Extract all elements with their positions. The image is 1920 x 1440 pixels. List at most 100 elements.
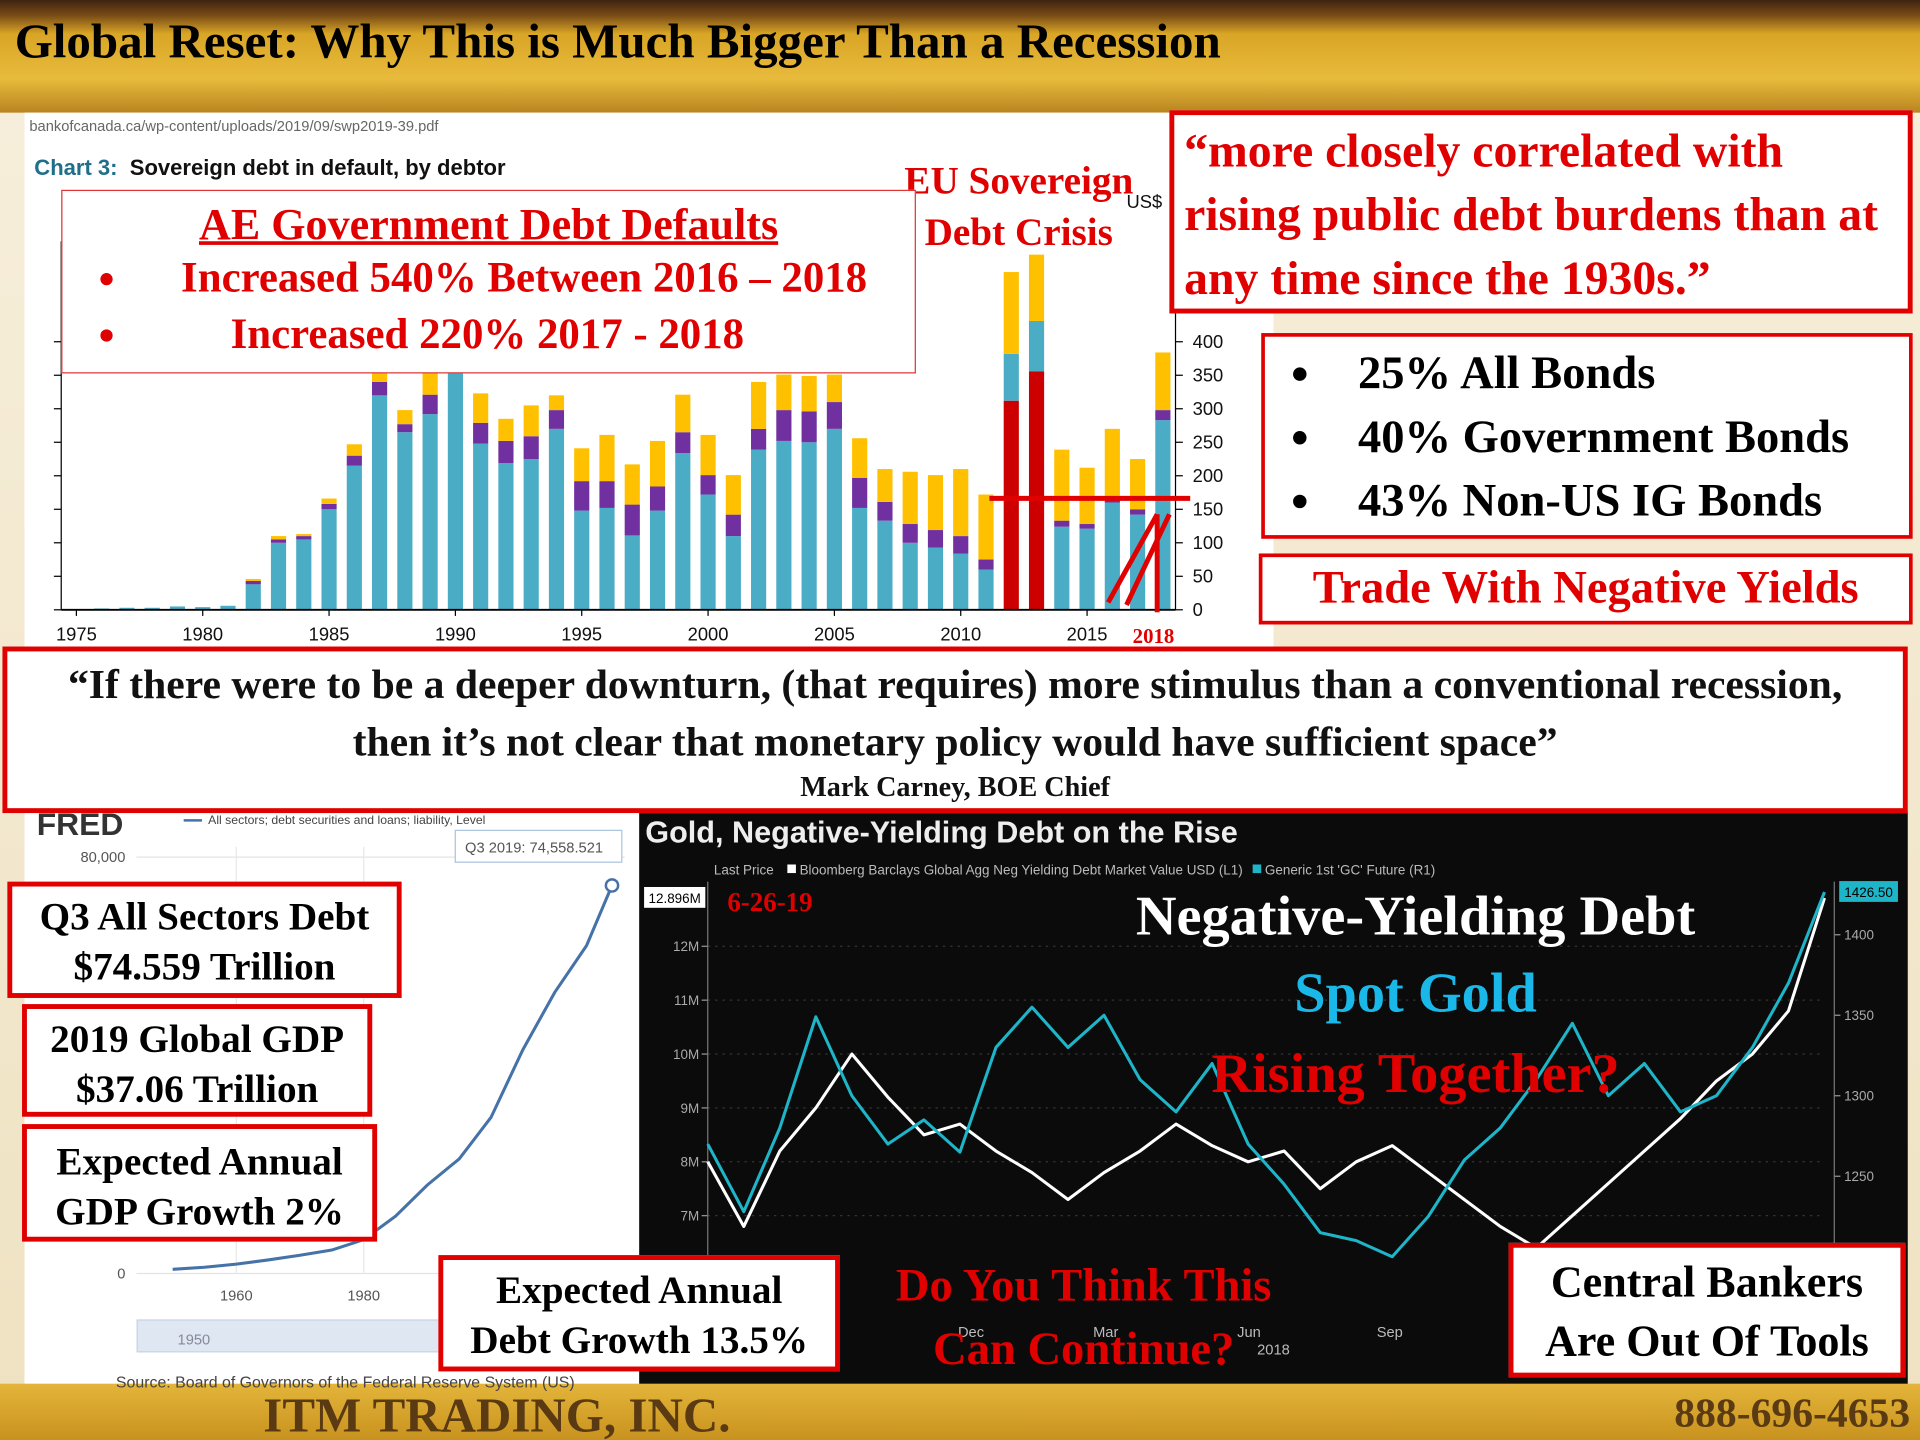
y-tick-label: 10M (673, 1047, 699, 1062)
bar-segment (195, 607, 211, 610)
left-box-line: $74.559 Trillion (73, 944, 336, 989)
ae-bullet: Increased 540% Between 2016 – 2018 (133, 250, 914, 306)
carney-quote: “If there were to be a deeper downturn, … (2, 646, 1908, 814)
y-tick-label: 400 (1193, 331, 1224, 352)
ae-bullet: Increased 220% 2017 - 2018 (133, 306, 914, 362)
x-tick-label: 2015 (1067, 623, 1108, 644)
footer-company: ITM TRADING, INC. (263, 1387, 731, 1440)
bar-segment (624, 504, 640, 536)
chart-title: Gold, Negative-Yielding Debt on the Rise (645, 815, 1237, 849)
bar-segment (978, 569, 994, 610)
bar-segment (346, 455, 362, 466)
debt-growth-line: Debt Growth 13.5% (470, 1317, 809, 1362)
bar-segment (321, 509, 337, 610)
bar-segment (1054, 520, 1070, 527)
x-tick-label: 1960 (220, 1288, 253, 1304)
bar-segment (422, 394, 438, 415)
bar-segment (826, 374, 842, 403)
ae-box: AE Government Debt Defaults Increased 54… (61, 189, 916, 374)
bar-segment (826, 428, 842, 610)
legend-swatch (1252, 864, 1262, 874)
bar-segment (397, 410, 413, 425)
bar-segment (927, 547, 944, 610)
bar-segment (700, 475, 716, 495)
bar-segment (447, 361, 463, 610)
x-tick-label: 1985 (309, 623, 350, 644)
bar-segment (1028, 254, 1045, 321)
bar-segment (296, 536, 312, 540)
bar-segment (599, 507, 615, 610)
hover-dot (604, 878, 620, 893)
y-tick-label: 150 (1193, 498, 1224, 519)
debt-growth-line: Expected Annual (496, 1267, 783, 1312)
bar-segment (548, 395, 565, 411)
y-tick-label: 350 (1193, 364, 1224, 385)
y-tick-label: 12.896M (649, 891, 701, 906)
legend-label: All sectors; debt securities and loans; … (208, 813, 485, 827)
y-tick-label: 250 (1193, 431, 1224, 452)
left-box-line: 2019 Global GDP (50, 1016, 345, 1061)
bar-segment (270, 542, 287, 610)
current-value-box (644, 886, 706, 908)
bar-segment (675, 452, 691, 610)
y-tick-label: 7M (680, 1209, 699, 1224)
bar-segment (119, 607, 135, 610)
annotation: Rising Together? (1211, 1043, 1619, 1105)
bar-segment (296, 539, 312, 610)
bar-segment (1104, 502, 1120, 610)
tools-box: Central Bankers Are Out Of Tools (1508, 1242, 1906, 1378)
bond-bullet: 25% All Bonds (1329, 342, 1909, 406)
bar-segment (1003, 353, 1019, 401)
bar-segment (498, 440, 514, 464)
bar-segment (1104, 428, 1120, 496)
series-line (706, 891, 1826, 1259)
x-tick-label: 1975 (56, 623, 97, 644)
bar-segment (902, 524, 918, 543)
y-tick-label: 8M (680, 1155, 699, 1170)
bar-segment (1028, 320, 1045, 372)
bar-segment (978, 559, 994, 570)
header-band (0, 0, 1920, 113)
x-tick-label: Jun (1237, 1325, 1261, 1341)
bar-segment (776, 374, 792, 411)
series-line (172, 884, 614, 1271)
bar-segment (877, 520, 893, 610)
y-tick-label: 100 (1193, 532, 1224, 553)
bar-segment (245, 584, 261, 610)
y2-tick-label: 1400 (1844, 928, 1874, 943)
bar-segment (801, 442, 817, 610)
bar-segment (498, 418, 514, 441)
y-tick-label: 200 (1193, 465, 1224, 486)
bar-segment (270, 536, 287, 540)
unit-label: US$ (1127, 191, 1163, 212)
bar-segment (852, 507, 868, 610)
bar-segment (902, 471, 918, 525)
chart-label: Chart 3: (34, 155, 117, 180)
bar-segment (1130, 459, 1146, 510)
chart-title: Sovereign debt in default, by debtor (130, 155, 506, 180)
bar-segment (574, 510, 590, 610)
bar-segment (169, 606, 186, 610)
left-box: Q3 All Sectors Debt $74.559 Trillion (7, 881, 402, 998)
left-box-line: GDP Growth 2% (55, 1188, 344, 1234)
footer-band (0, 1383, 1920, 1440)
bar-segment (473, 422, 489, 444)
annotation: Spot Gold (1294, 962, 1537, 1024)
bar-segment (599, 434, 615, 482)
debt-growth-box: Expected Annual Debt Growth 13.5% (438, 1255, 840, 1372)
bar-segment (826, 402, 842, 429)
bar-segment (700, 434, 716, 476)
bar-segment (1003, 400, 1019, 610)
x-tick-label: Sep (1377, 1325, 1403, 1341)
bar-segment (548, 428, 565, 610)
bar-segment (927, 475, 944, 531)
bar-segment (296, 534, 312, 537)
highlight-arrow (1124, 513, 1172, 606)
tooltip: Q3 2019: 74,558.521 (465, 840, 603, 856)
x-tick-label: 2000 (688, 623, 729, 644)
current-value-box (1839, 881, 1898, 902)
bar-segment (245, 578, 261, 581)
bar-segment (1079, 467, 1095, 525)
left-box: 2019 Global GDP $37.06 Trillion (22, 1004, 373, 1117)
bar-segment (574, 481, 590, 511)
